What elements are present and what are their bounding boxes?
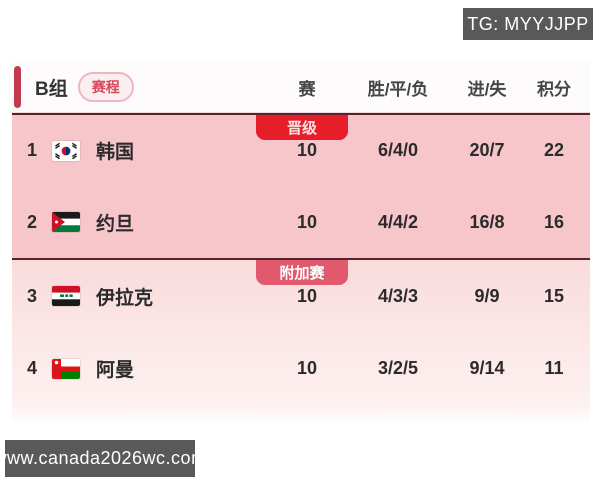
standings-row-iraq[interactable]: 3 伊拉克 10 4/3/3 bbox=[12, 260, 590, 333]
section-qualified: 晋级 1 bbox=[12, 113, 590, 258]
team-name: 阿曼 bbox=[96, 360, 135, 382]
matches-value: 10 bbox=[296, 285, 318, 306]
team-name: 伊拉克 bbox=[96, 287, 154, 309]
goals-value: 9/14 bbox=[469, 358, 505, 379]
goals-value: 9/9 bbox=[474, 285, 500, 306]
standings-row-oman[interactable]: 4 阿曼 10 3/2/5 9/14 11 bbox=[12, 333, 590, 406]
team-name: 约旦 bbox=[96, 213, 135, 235]
column-header-points: 积分 bbox=[537, 79, 571, 99]
column-header-goals: 进/失 bbox=[467, 79, 507, 99]
section-playoff: 附加赛 3 伊拉克 10 bbox=[12, 258, 590, 405]
wdl-value: 4/3/3 bbox=[377, 285, 419, 306]
column-header-wdl: 胜/平/负 bbox=[367, 79, 429, 99]
table-header: B组 赛程 赛 胜/平/负 进/失 积分 bbox=[12, 62, 590, 113]
table-bottom-fade bbox=[12, 405, 590, 425]
playoff-ribbon-badge: 附加赛 bbox=[256, 260, 348, 285]
team-name: 韩国 bbox=[96, 142, 135, 164]
rank-value: 4 bbox=[26, 358, 37, 379]
oman-flag-icon bbox=[52, 358, 80, 379]
wdl-value: 6/4/0 bbox=[377, 140, 419, 161]
iraq-flag-icon bbox=[52, 286, 80, 307]
wdl-value: 4/4/2 bbox=[377, 211, 419, 232]
group-label: B组 bbox=[35, 78, 68, 100]
standings-table: B组 赛程 赛 胜/平/负 进/失 积分 晋级 1 bbox=[12, 62, 590, 425]
group-header: B组 赛程 bbox=[12, 62, 262, 112]
standings-row-jordan[interactable]: 2 约旦 10 4/4/2 16/8 16 bbox=[12, 187, 590, 259]
standings-row-south-korea[interactable]: 1 bbox=[12, 115, 590, 187]
column-header-matches: 赛 bbox=[298, 79, 316, 99]
group-accent-bar bbox=[14, 66, 21, 108]
qualified-ribbon-badge: 晋级 bbox=[256, 115, 348, 140]
goals-value: 16/8 bbox=[469, 211, 505, 232]
matches-value: 10 bbox=[296, 358, 318, 379]
site-url-watermark-badge: www.canada2026wc.com bbox=[0, 440, 206, 477]
rank-value: 1 bbox=[26, 140, 37, 161]
points-value: 16 bbox=[543, 211, 565, 232]
points-value: 22 bbox=[543, 140, 565, 161]
goals-value: 20/7 bbox=[469, 140, 505, 161]
points-value: 15 bbox=[543, 285, 565, 306]
jordan-flag-icon bbox=[52, 212, 80, 233]
rank-value: 2 bbox=[26, 211, 37, 232]
points-value: 11 bbox=[544, 358, 564, 379]
south-korea-flag-icon bbox=[52, 140, 80, 161]
matches-value: 10 bbox=[296, 211, 318, 232]
wdl-value: 3/2/5 bbox=[377, 358, 419, 379]
schedule-tab-pill[interactable]: 赛程 bbox=[77, 72, 134, 102]
matches-value: 10 bbox=[296, 140, 318, 161]
rank-value: 3 bbox=[26, 285, 37, 306]
tg-watermark-badge: TG: MYYJJPP bbox=[463, 8, 593, 40]
